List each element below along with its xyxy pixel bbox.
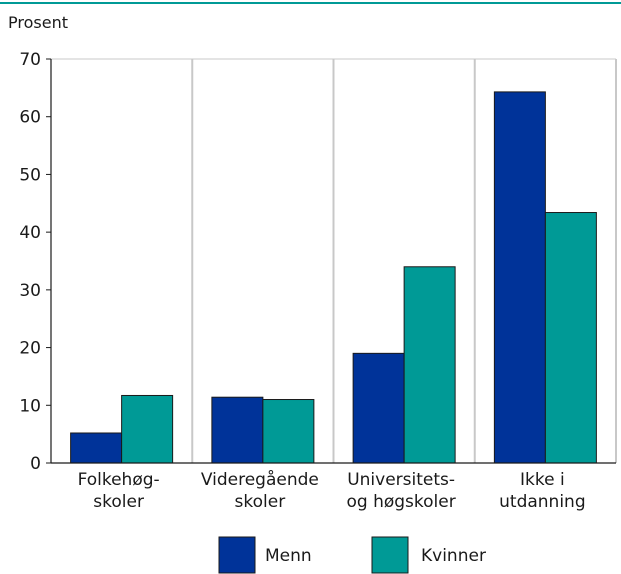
bars bbox=[70, 91, 597, 464]
axes bbox=[46, 58, 616, 464]
y-tick-label: 10 bbox=[19, 396, 41, 416]
legend-label-menn: Menn bbox=[265, 546, 312, 566]
y-tick-label: 0 bbox=[30, 454, 41, 474]
category-label-line: Universitets- bbox=[347, 470, 455, 490]
category-label-line: Videregående bbox=[201, 469, 319, 490]
y-tick-label: 20 bbox=[19, 339, 41, 359]
y-tick-labels: 0 10 20 30 40 50 60 70 bbox=[19, 50, 41, 474]
bar-kvinner-2 bbox=[403, 266, 456, 464]
category-label: Universitets-og høgskoler bbox=[347, 470, 456, 512]
y-tick-label: 40 bbox=[19, 223, 41, 243]
bar-kvinner-3 bbox=[544, 212, 597, 464]
category-label-line: og høgskoler bbox=[347, 492, 456, 512]
legend-swatch-menn bbox=[218, 536, 256, 574]
bar-menn-3 bbox=[493, 91, 546, 464]
bar-kvinner-1 bbox=[262, 399, 315, 464]
category-label-line: skoler bbox=[93, 492, 144, 512]
legend-label-kvinner: Kvinner bbox=[421, 546, 486, 566]
category-label-line: skoler bbox=[235, 492, 286, 512]
bar-menn-1 bbox=[211, 396, 264, 464]
y-tick-label: 50 bbox=[19, 165, 41, 185]
y-tick-label: 30 bbox=[19, 281, 41, 301]
legend-swatch-kvinner bbox=[371, 536, 409, 574]
category-label-line: Ikke i bbox=[520, 470, 565, 490]
bar-menn-0 bbox=[70, 432, 123, 464]
bar-menn-2 bbox=[352, 352, 405, 464]
y-tick-label: 60 bbox=[19, 108, 41, 128]
category-label: Folkehøg-skoler bbox=[78, 470, 160, 512]
category-label: Videregående skoler bbox=[201, 469, 319, 512]
category-label-line: utdanning bbox=[499, 492, 586, 512]
bar-kvinner-0 bbox=[121, 394, 174, 464]
legend: Menn Kvinner bbox=[218, 536, 486, 574]
y-axis-label: Prosent bbox=[8, 13, 68, 32]
y-tick-label: 70 bbox=[19, 50, 41, 70]
grid bbox=[51, 58, 617, 463]
category-label: Ikke i utdanning bbox=[499, 470, 586, 512]
category-label-line: Folkehøg- bbox=[78, 470, 160, 490]
